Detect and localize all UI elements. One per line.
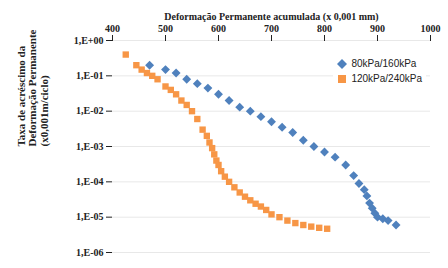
svg-text:500: 500	[158, 23, 173, 34]
svg-text:1000: 1000	[421, 23, 441, 34]
svg-text:700: 700	[264, 23, 279, 34]
svg-text:Taxa de acréscimo daDeformação: Taxa de acréscimo daDeformação Permanent…	[15, 29, 51, 146]
svg-text:400: 400	[105, 23, 120, 34]
svg-text:1,E-05: 1,E-05	[76, 211, 104, 222]
svg-text:600: 600	[211, 23, 226, 34]
svg-text:1,E+00: 1,E+00	[74, 35, 104, 46]
svg-text:1,E-02: 1,E-02	[76, 105, 104, 116]
html-text:80kPa/160kPa: 80kPa/160kPa	[351, 58, 417, 69]
html-text:120kPa/240kPa: 120kPa/240kPa	[351, 73, 422, 84]
svg-text:900: 900	[370, 23, 385, 34]
svg-text:Deformação Permanente acumulad: Deformação Permanente acumulada (x 0,001…	[164, 11, 378, 23]
svg-text:1,E-06: 1,E-06	[76, 247, 104, 258]
svg-text:1,E-04: 1,E-04	[76, 176, 104, 187]
svg-text:800: 800	[317, 23, 332, 34]
svg-text:1,E-03: 1,E-03	[76, 141, 104, 152]
svg-text:1,E-01: 1,E-01	[76, 70, 104, 81]
